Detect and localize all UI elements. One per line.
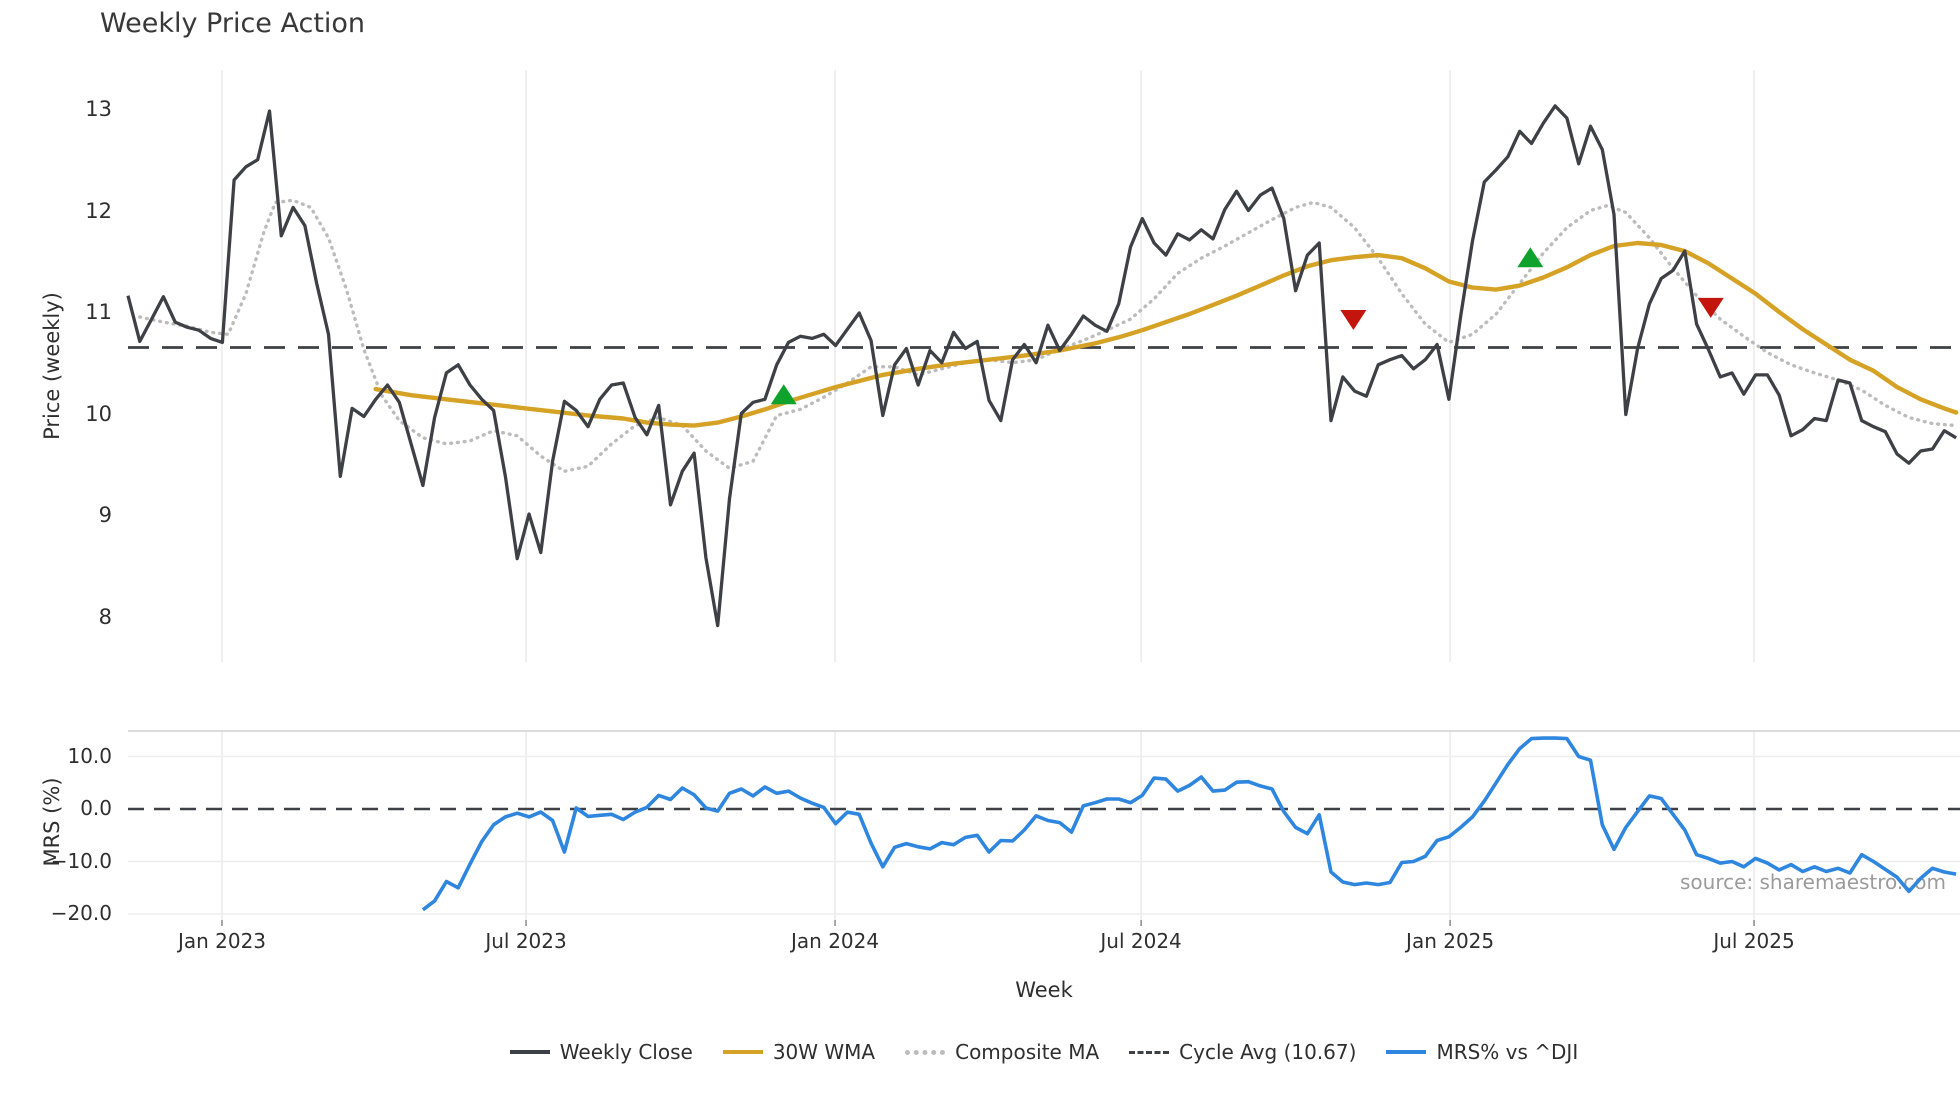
- mrs-tick-label: 0.0: [80, 796, 112, 820]
- composite-line-icon: [905, 1049, 946, 1055]
- weekly-close-line-icon: [509, 1050, 550, 1054]
- sell-marker-icon: [1340, 310, 1367, 331]
- legend-label: Composite MA: [955, 1040, 1100, 1064]
- legend-item-weekly-close: Weekly Close: [509, 1040, 693, 1064]
- legend-label: MRS% vs ^DJI: [1436, 1040, 1579, 1064]
- composite-ma-line: [138, 198, 1958, 474]
- x-tick-label: Jul 2025: [1713, 929, 1795, 953]
- legend-item-mrs: MRS% vs ^DJI: [1386, 1040, 1578, 1064]
- price-tick-label: 12: [85, 198, 112, 223]
- x-tick-label: Jan 2023: [177, 929, 267, 953]
- mrs-tick-label: −10.0: [50, 848, 112, 873]
- page-title: Weekly Price Action: [100, 8, 366, 39]
- wma-line: [373, 240, 1959, 428]
- price-tick-label: 13: [85, 97, 112, 121]
- legend-item-cycle-avg: Cycle Avg (10.67): [1129, 1040, 1356, 1064]
- wma-line-icon: [722, 1050, 763, 1054]
- price-tick-label: 8: [98, 604, 112, 629]
- legend-label: Weekly Close: [559, 1040, 693, 1064]
- legend-item-wma: 30W WMA: [722, 1040, 876, 1064]
- price-tick-label: 11: [85, 300, 112, 324]
- x-tick-label: Jan 2025: [1406, 929, 1495, 953]
- chart-legend: Weekly Close 30W WMA Composite MA Cycle …: [128, 1040, 1960, 1064]
- mrs-tick-label: 10.0: [67, 743, 112, 768]
- source-watermark: source: sharemaestro.com: [1680, 870, 1946, 894]
- price-tick-label: 10: [85, 401, 112, 426]
- legend-item-composite: Composite MA: [905, 1040, 1099, 1064]
- price-tick-label: 9: [98, 503, 112, 527]
- buy-marker-icon: [770, 384, 797, 405]
- legend-label: Cycle Avg (10.67): [1179, 1040, 1357, 1064]
- mrs-tick-label: −20.0: [50, 901, 112, 925]
- x-tick-label: Jul 2023: [485, 929, 567, 953]
- buy-marker-icon: [1517, 247, 1544, 268]
- x-axis-label: Week: [1015, 978, 1073, 1002]
- weekly-close-line: [126, 104, 1957, 628]
- cycle-avg-line-icon: [1129, 1050, 1170, 1054]
- x-tick-label: Jul 2024: [1100, 929, 1182, 953]
- legend-label: 30W WMA: [772, 1040, 876, 1064]
- mrs-line-icon: [1386, 1050, 1427, 1054]
- sell-marker-icon: [1697, 297, 1724, 318]
- x-tick-label: Jan 2024: [791, 929, 880, 953]
